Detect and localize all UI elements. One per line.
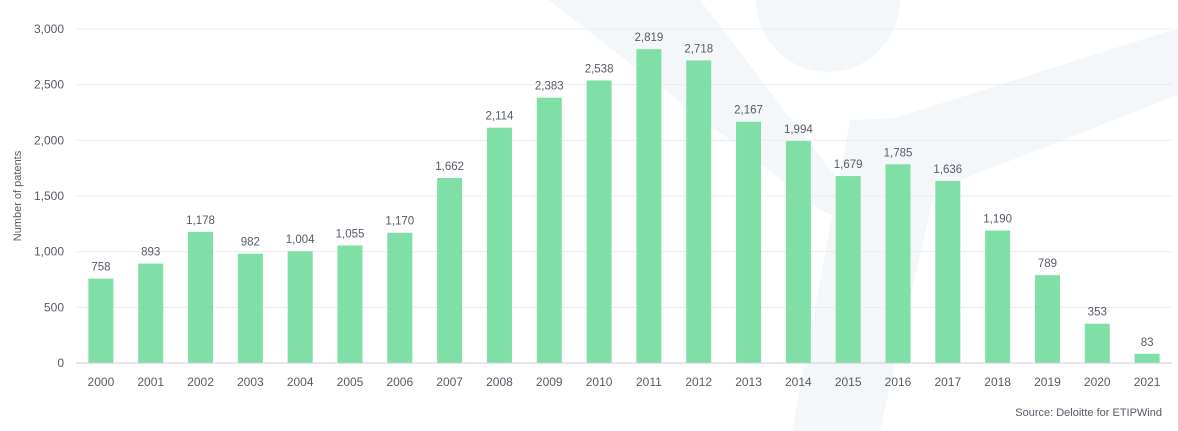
bar-2015 — [835, 176, 861, 363]
y-tick-label: 2,500 — [34, 78, 64, 92]
data-label: 83 — [1141, 337, 1154, 349]
y-tick-label: 3,000 — [34, 22, 64, 36]
bar-2018 — [985, 230, 1011, 363]
bar-2012 — [686, 60, 712, 364]
bar-2020 — [1084, 323, 1110, 363]
bar-2005 — [337, 245, 363, 363]
data-label: 2,114 — [485, 111, 514, 123]
x-tick-label: 2010 — [586, 375, 613, 389]
bar-2008 — [486, 127, 512, 364]
data-label: 1,636 — [933, 164, 962, 176]
x-tick-label: 2019 — [1034, 375, 1061, 389]
bar-2014 — [785, 141, 811, 363]
bar-2021 — [1134, 353, 1160, 363]
x-tick-label: 2016 — [885, 375, 912, 389]
bar-2006 — [387, 232, 413, 363]
y-tick-label: 500 — [44, 300, 64, 314]
bar-2009 — [536, 97, 562, 364]
x-tick-label: 2011 — [636, 375, 662, 389]
data-labels: 758 893 1,178 982 1,004 1,055 1,170 1,662 2,114 2… — [91, 32, 1153, 349]
data-label: 1,004 — [286, 234, 315, 246]
x-tick-label: 2003 — [237, 375, 264, 389]
bar-2013 — [736, 121, 762, 364]
source-note: Source: Deloitte for ETIPWind — [1015, 407, 1162, 419]
bar-2017 — [935, 180, 961, 363]
x-tick-label: 2017 — [934, 375, 961, 389]
x-tick-label: 2001 — [137, 375, 164, 389]
y-axis-ticks: 0 500 1,000 1,500 2,000 2,500 3,000 — [34, 22, 64, 370]
bar-2007 — [437, 177, 463, 363]
y-axis-label: Number of patents — [12, 150, 24, 241]
data-label: 758 — [91, 262, 110, 274]
y-tick-label: 1,500 — [34, 189, 64, 203]
data-label: 1,170 — [385, 216, 414, 228]
data-label: 2,383 — [535, 81, 564, 93]
x-tick-label: 2008 — [486, 375, 513, 389]
data-label: 353 — [1088, 307, 1107, 319]
data-label: 893 — [141, 247, 160, 259]
y-tick-label: 2,000 — [34, 133, 64, 147]
x-tick-label: 2000 — [88, 375, 115, 389]
data-label: 1,055 — [336, 229, 365, 241]
bar-2016 — [885, 164, 911, 363]
data-label: 2,167 — [734, 105, 763, 117]
y-tick-label: 0 — [57, 356, 64, 370]
x-tick-label: 2007 — [436, 375, 463, 389]
x-axis-ticks: 2000 2001 2002 2003 2004 2005 2006 2007 2008 2009… — [88, 375, 1161, 389]
x-tick-label: 2012 — [685, 375, 712, 389]
data-label: 1,190 — [983, 214, 1012, 226]
x-tick-label: 2009 — [536, 375, 563, 389]
data-label: 1,679 — [834, 159, 863, 171]
x-tick-label: 2020 — [1084, 375, 1111, 389]
x-tick-label: 2013 — [735, 375, 762, 389]
data-label: 2,718 — [684, 43, 713, 55]
bar-2001 — [138, 263, 164, 363]
x-tick-label: 2004 — [287, 375, 314, 389]
bar-2002 — [188, 231, 214, 363]
data-label: 1,994 — [784, 124, 813, 136]
data-label: 982 — [241, 237, 260, 249]
x-tick-label: 2014 — [785, 375, 812, 389]
data-label: 1,785 — [884, 147, 913, 159]
bar-2004 — [287, 251, 313, 363]
data-label: 1,178 — [186, 215, 215, 227]
bar-2011 — [636, 49, 662, 363]
x-tick-label: 2015 — [835, 375, 862, 389]
x-tick-label: 2018 — [984, 375, 1011, 389]
y-tick-label: 1,000 — [34, 245, 64, 259]
bar-2019 — [1034, 275, 1060, 363]
x-tick-label: 2005 — [337, 375, 364, 389]
data-label: 1,662 — [435, 161, 464, 173]
watermark-ring — [756, 0, 900, 72]
bars — [88, 49, 1160, 364]
bar-2003 — [237, 253, 263, 363]
x-tick-label: 2021 — [1134, 375, 1161, 389]
x-tick-label: 2002 — [187, 375, 214, 389]
data-label: 789 — [1038, 258, 1057, 270]
bar-2000 — [88, 278, 114, 363]
data-label: 2,538 — [585, 63, 614, 75]
x-tick-label: 2006 — [386, 375, 413, 389]
bar-2010 — [586, 80, 612, 363]
data-label: 2,819 — [635, 32, 664, 44]
